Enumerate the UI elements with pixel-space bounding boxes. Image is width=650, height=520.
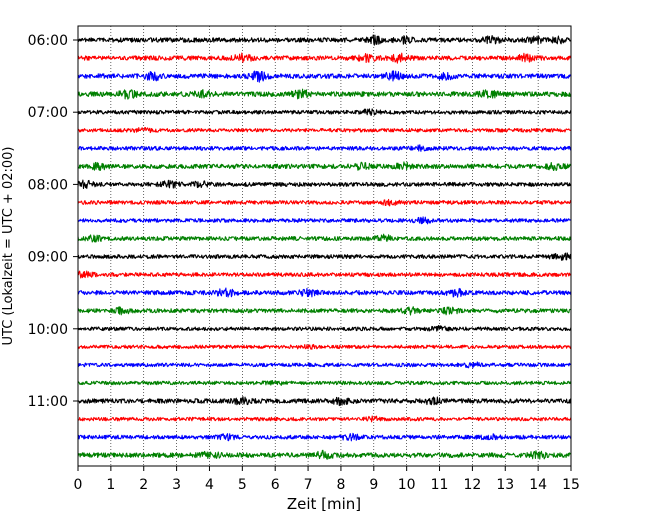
y-tick-label: 06:00 xyxy=(28,33,68,49)
x-axis-label: Zeit [min] xyxy=(287,495,361,513)
x-tick-label: 9 xyxy=(369,477,378,493)
x-tick-label: 11 xyxy=(431,477,449,493)
seismic-trace xyxy=(77,216,572,225)
x-tick-label: 5 xyxy=(238,477,247,493)
seismic-trace xyxy=(77,198,572,207)
x-tick-label: 3 xyxy=(172,477,181,493)
seismic-trace xyxy=(77,179,572,190)
y-axis: 06:00 07:00 08:00 09:00 10:00 11:00 xyxy=(28,33,78,410)
x-tick-label: 4 xyxy=(205,477,214,493)
seismic-trace xyxy=(77,144,572,152)
x-tick-label: 6 xyxy=(271,477,280,493)
seismic-trace xyxy=(77,52,572,64)
seismic-trace xyxy=(77,233,572,243)
seismic-trace xyxy=(77,34,572,46)
seismic-trace xyxy=(77,252,572,261)
x-tick-label: 0 xyxy=(74,477,83,493)
y-tick-label: 09:00 xyxy=(28,250,68,266)
grid-lines xyxy=(110,26,539,466)
seismic-trace xyxy=(77,88,572,100)
x-tick-label: 15 xyxy=(562,477,580,493)
seismic-trace xyxy=(77,306,572,316)
plot-frame xyxy=(77,25,572,467)
x-tick-label: 12 xyxy=(463,477,481,493)
seismic-trace xyxy=(77,325,572,332)
y-tick-label: 08:00 xyxy=(28,177,68,193)
y-axis-label: UTC (Lokalzeit = UTC + 02:00) xyxy=(1,147,16,346)
seismic-trace xyxy=(77,161,572,172)
y-tick-label: 11:00 xyxy=(28,394,68,410)
seismic-trace xyxy=(77,361,572,369)
x-axis: 0 1 2 3 4 5 6 7 8 9 10 11 12 13 14 15 xyxy=(74,466,580,493)
seismic-trace xyxy=(77,126,572,134)
seismic-trace xyxy=(77,287,572,298)
x-tick-label: 8 xyxy=(336,477,345,493)
seismic-trace xyxy=(77,70,572,83)
x-tick-label: 10 xyxy=(398,477,416,493)
seismic-trace xyxy=(77,343,572,350)
seismic-trace xyxy=(77,379,572,386)
y-tick-label: 07:00 xyxy=(28,105,68,121)
x-tick-label: 7 xyxy=(304,477,313,493)
x-tick-label: 13 xyxy=(496,477,514,493)
seismic-trace xyxy=(77,415,572,423)
seismic-trace xyxy=(77,270,572,279)
seismic-trace xyxy=(77,432,572,442)
seismic-trace xyxy=(77,449,572,460)
seismic-trace xyxy=(77,108,572,117)
x-tick-label: 1 xyxy=(106,477,115,493)
seismic-trace xyxy=(77,396,572,407)
x-tick-label: 2 xyxy=(139,477,148,493)
x-tick-label: 14 xyxy=(529,477,547,493)
trace-group xyxy=(77,34,572,460)
y-tick-label: 10:00 xyxy=(28,322,68,338)
